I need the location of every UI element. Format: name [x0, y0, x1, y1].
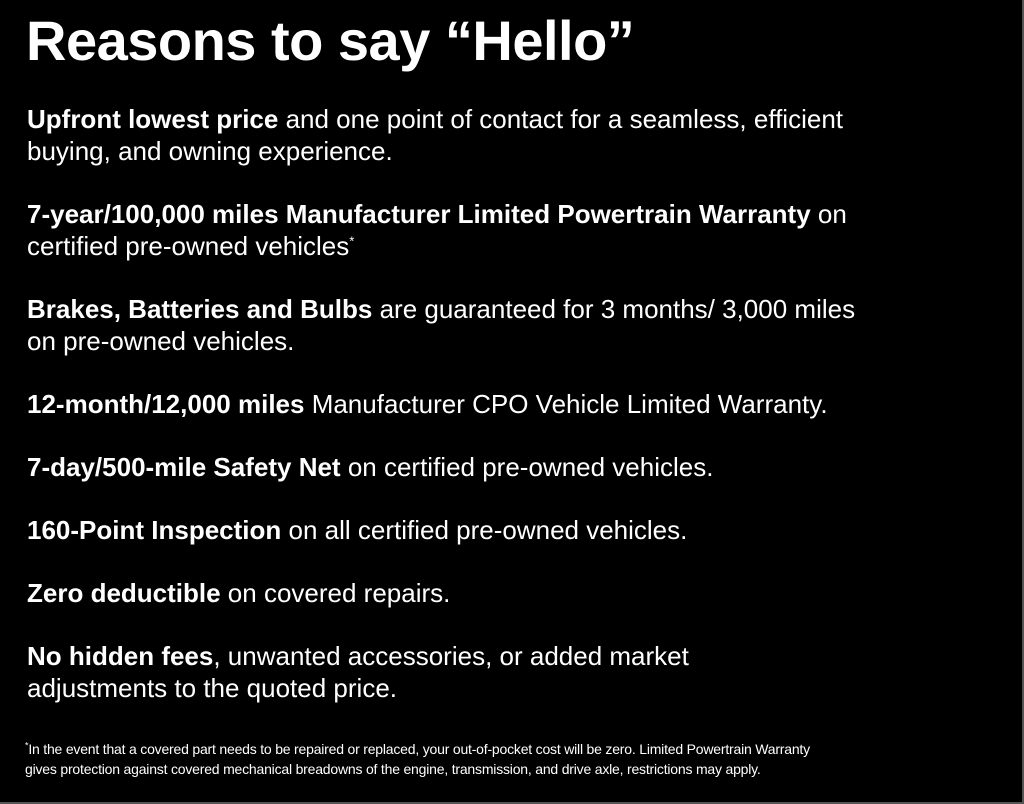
benefit-text: , unwanted accessories, or added market — [213, 641, 689, 671]
benefit-item: Upfront lowest price and one point of co… — [27, 103, 1007, 167]
benefit-item: 12-month/12,000 miles Manufacturer CPO V… — [27, 388, 1007, 420]
page-title: Reasons to say “Hello” — [26, 9, 635, 72]
benefit-item: 160-Point Inspection on all certified pr… — [27, 514, 1007, 546]
benefit-highlight: 160-Point Inspection — [27, 515, 282, 545]
benefit-item: 7-day/500-mile Safety Net on certified p… — [27, 451, 1007, 483]
benefit-text: on pre-owned vehicles. — [27, 326, 295, 356]
benefit-highlight: Zero deductible — [27, 578, 221, 608]
benefit-text: adjustments to the quoted price. — [27, 673, 398, 703]
benefit-highlight: 7-year/100,000 miles Manufacturer Limite… — [27, 199, 811, 229]
benefit-highlight: Brakes, Batteries and Bulbs — [27, 294, 373, 324]
benefit-highlight: 7-day/500-mile Safety Net — [27, 452, 341, 482]
benefit-text: certified pre-owned vehicles — [27, 231, 350, 261]
benefit-text: on all certified pre-owned vehicles. — [281, 515, 688, 545]
benefit-text: buying, and owning experience. — [27, 136, 393, 166]
benefit-item: 7-year/100,000 miles Manufacturer Limite… — [27, 198, 1007, 262]
benefit-item: Brakes, Batteries and Bulbs are guarante… — [27, 293, 1007, 357]
benefit-highlight: Upfront lowest price — [27, 104, 279, 134]
benefits-list: Upfront lowest price and one point of co… — [27, 103, 1007, 735]
benefit-item: Zero deductible on covered repairs. — [27, 577, 1007, 609]
benefit-text: on certified pre-owned vehicles. — [340, 452, 714, 482]
footnote-marker: * — [349, 233, 355, 249]
benefit-text: Manufacturer CPO Vehicle Limited Warrant… — [304, 389, 828, 419]
footnote: *In the event that a covered part needs … — [25, 739, 810, 779]
benefit-text: are guaranteed for 3 months/ 3,000 miles — [372, 294, 856, 324]
benefit-text: on covered repairs. — [220, 578, 451, 608]
footnote-marker: * — [25, 740, 29, 751]
benefit-item: No hidden fees, unwanted accessories, or… — [27, 640, 1007, 704]
benefit-highlight: 12-month/12,000 miles — [27, 389, 305, 419]
benefit-text: and one point of contact for a seamless,… — [278, 104, 843, 134]
footnote-text: In the event that a covered part needs t… — [28, 741, 810, 757]
benefit-highlight: No hidden fees — [27, 641, 214, 671]
footnote-text: gives protection against covered mechani… — [25, 761, 761, 777]
benefit-text: on — [810, 199, 847, 229]
